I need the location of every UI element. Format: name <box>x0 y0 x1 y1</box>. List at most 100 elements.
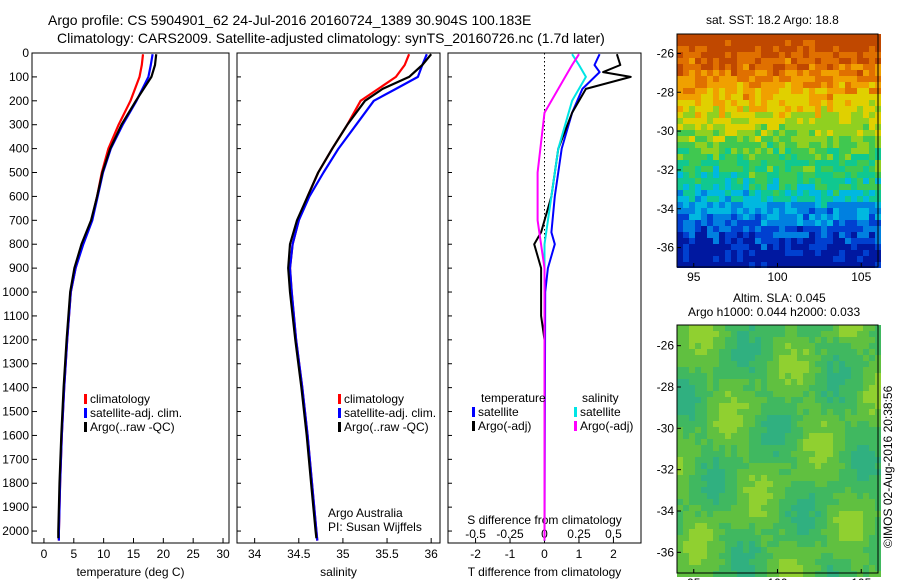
map-cell <box>803 487 809 493</box>
map-cell <box>869 214 875 220</box>
map-cell <box>779 244 785 250</box>
map-cell <box>809 481 815 487</box>
map-cell <box>677 64 683 70</box>
map-cell <box>809 451 815 457</box>
map-cell <box>809 433 815 439</box>
map-cell <box>773 106 779 112</box>
map-cell <box>737 178 743 184</box>
map-cell <box>767 118 773 124</box>
map-cell <box>677 487 683 493</box>
map-cell <box>719 226 725 232</box>
map-cell <box>863 355 869 361</box>
map-cell <box>767 106 773 112</box>
y-tick-label: 600 <box>9 189 29 203</box>
map-cell <box>737 106 743 112</box>
map-cell <box>755 469 761 475</box>
map-cell <box>851 343 857 349</box>
map-cell <box>791 517 797 523</box>
map-cell <box>725 517 731 523</box>
map-cell <box>809 523 815 529</box>
map-cell <box>791 511 797 517</box>
map-cell <box>791 46 797 52</box>
map-cell <box>821 202 827 208</box>
map-cell <box>755 112 761 118</box>
map-cell <box>677 40 683 46</box>
x-tick-label: -2 <box>470 547 481 561</box>
map-cell <box>707 325 713 331</box>
map-cell <box>689 457 695 463</box>
map-cell <box>851 100 857 106</box>
map-cell <box>677 154 683 160</box>
map-cell <box>803 148 809 154</box>
y-tick-label: 1400 <box>2 381 29 395</box>
map-cell <box>779 112 785 118</box>
map-cell <box>725 523 731 529</box>
map-cell <box>797 565 803 571</box>
map-cell <box>797 397 803 403</box>
map-cell <box>869 511 875 517</box>
map-cell <box>779 361 785 367</box>
map-cell <box>857 493 863 499</box>
map-cell <box>803 403 809 409</box>
map-cell <box>677 136 683 142</box>
map-cell <box>809 403 815 409</box>
map-cell <box>815 547 821 553</box>
map-cell <box>803 40 809 46</box>
map-cell <box>677 88 683 94</box>
map-cell <box>821 325 827 331</box>
map-cell <box>797 361 803 367</box>
map-cell <box>857 112 863 118</box>
map-cell <box>803 331 809 337</box>
map-cell <box>695 148 701 154</box>
map-cell <box>779 82 785 88</box>
map-cell <box>797 220 803 226</box>
map-cell <box>707 475 713 481</box>
map-cell <box>803 409 809 415</box>
map-cell <box>863 136 869 142</box>
map-cell <box>839 463 845 469</box>
legend-label: satellite-adj. clim. <box>344 406 436 420</box>
map-cell <box>713 118 719 124</box>
map-cell <box>827 256 833 262</box>
map-cell <box>677 331 683 337</box>
map-cell <box>851 463 857 469</box>
map-cell <box>725 220 731 226</box>
map-cell <box>749 232 755 238</box>
map-cell <box>815 445 821 451</box>
map-cell <box>845 106 851 112</box>
map-cell <box>683 367 689 373</box>
map-cell <box>803 457 809 463</box>
map-cell <box>785 178 791 184</box>
map-cell <box>863 256 869 262</box>
map-cell <box>701 232 707 238</box>
map-cell <box>701 445 707 451</box>
map-cell <box>773 409 779 415</box>
map-cell <box>809 391 815 397</box>
map-cell <box>821 220 827 226</box>
map-cell <box>749 481 755 487</box>
map-cell <box>785 82 791 88</box>
map-cell <box>695 196 701 202</box>
map-cell <box>737 523 743 529</box>
map-cell <box>749 256 755 262</box>
map-cell <box>725 46 731 52</box>
temperature-panel: 0100200300400500600700800900100011001200… <box>2 46 230 579</box>
map-cell <box>725 142 731 148</box>
map-cell <box>827 166 833 172</box>
map-cell <box>869 439 875 445</box>
map-cell <box>749 487 755 493</box>
map-cell <box>809 136 815 142</box>
map-cell <box>725 571 731 577</box>
map-cell <box>845 349 851 355</box>
map-cell <box>839 373 845 379</box>
map-cell <box>713 142 719 148</box>
map-cell <box>725 367 731 373</box>
map-cell <box>809 202 815 208</box>
map-cell <box>695 337 701 343</box>
map-cell <box>827 178 833 184</box>
map-cell <box>863 547 869 553</box>
map-cell <box>851 499 857 505</box>
map-cell <box>857 256 863 262</box>
map-cell <box>797 40 803 46</box>
y-tick-label: 1000 <box>2 285 29 299</box>
